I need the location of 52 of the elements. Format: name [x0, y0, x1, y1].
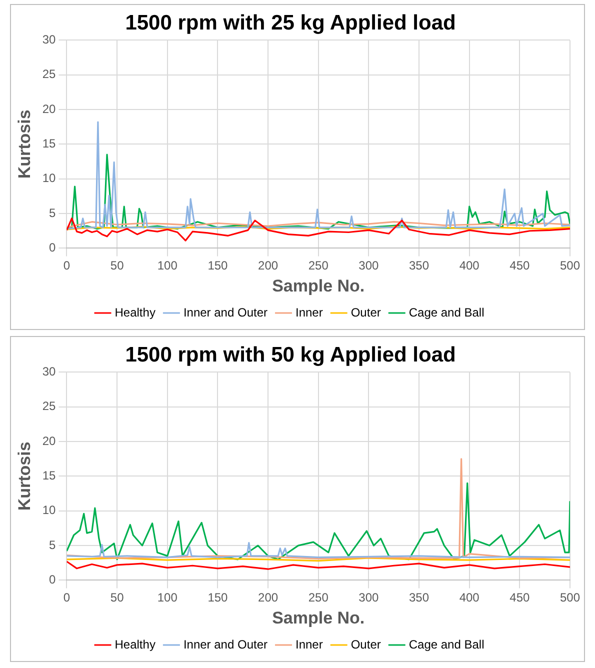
- x-tick-label: 200: [258, 258, 278, 273]
- y-tick-label: 15: [42, 468, 56, 483]
- y-tick-label: 20: [42, 102, 56, 116]
- x-tick-label: 400: [459, 258, 480, 273]
- x-tick-label: 50: [110, 590, 124, 605]
- x-tick-label: 500: [560, 258, 580, 273]
- chart-title: 1500 rpm with 50 kg Applied load: [125, 343, 456, 366]
- y-tick-label: 15: [42, 136, 56, 151]
- legend-label: Inner: [295, 305, 323, 320]
- x-tick-label: 300: [358, 590, 380, 605]
- y-tick-label: 0: [49, 572, 56, 587]
- y-tick-label: 10: [42, 503, 56, 518]
- chart-title: 1500 rpm with 25 kg Applied load: [125, 11, 456, 34]
- x-tick-label: 150: [208, 590, 228, 605]
- legend-label: Cage and Ball: [408, 305, 484, 320]
- y-tick-label: 25: [42, 67, 56, 82]
- x-tick-label: 100: [157, 590, 178, 605]
- legend-label: Healthy: [114, 305, 156, 320]
- legend-label: Healthy: [114, 637, 156, 652]
- legend-label: Outer: [350, 637, 381, 652]
- legend-label: Inner and Outer: [183, 637, 268, 652]
- x-tick-label: 350: [409, 590, 430, 605]
- y-axis-title: Kurtosis: [14, 110, 34, 179]
- legend-label: Outer: [350, 305, 381, 320]
- y-tick-label: 5: [49, 538, 56, 552]
- y-tick-label: 25: [42, 399, 56, 414]
- y-axis-title: Kurtosis: [14, 442, 34, 511]
- x-tick-label: 0: [63, 258, 70, 273]
- x-tick-label: 250: [308, 258, 329, 273]
- x-tick-label: 200: [258, 590, 278, 605]
- x-tick-label: 450: [510, 590, 530, 605]
- y-tick-label: 5: [49, 206, 56, 220]
- y-tick-label: 30: [42, 32, 56, 47]
- y-tick-label: 10: [42, 171, 56, 186]
- x-tick-label: 500: [560, 590, 580, 605]
- y-tick-label: 0: [49, 240, 56, 255]
- x-tick-label: 0: [63, 590, 70, 605]
- x-axis-title: Sample No.: [272, 276, 365, 296]
- y-tick-label: 30: [42, 364, 56, 379]
- x-tick-label: 300: [358, 258, 380, 273]
- x-tick-label: 450: [510, 258, 530, 273]
- x-tick-label: 150: [208, 258, 228, 273]
- y-tick-label: 20: [42, 434, 56, 448]
- legend-label: Inner and Outer: [183, 305, 268, 320]
- x-tick-label: 400: [459, 590, 480, 605]
- x-axis-title: Sample No.: [272, 608, 365, 628]
- x-tick-label: 250: [308, 590, 329, 605]
- legend-label: Inner: [295, 637, 323, 652]
- legend-label: Cage and Ball: [408, 637, 484, 652]
- x-tick-label: 50: [110, 258, 124, 273]
- x-tick-label: 350: [409, 258, 430, 273]
- x-tick-label: 100: [157, 258, 178, 273]
